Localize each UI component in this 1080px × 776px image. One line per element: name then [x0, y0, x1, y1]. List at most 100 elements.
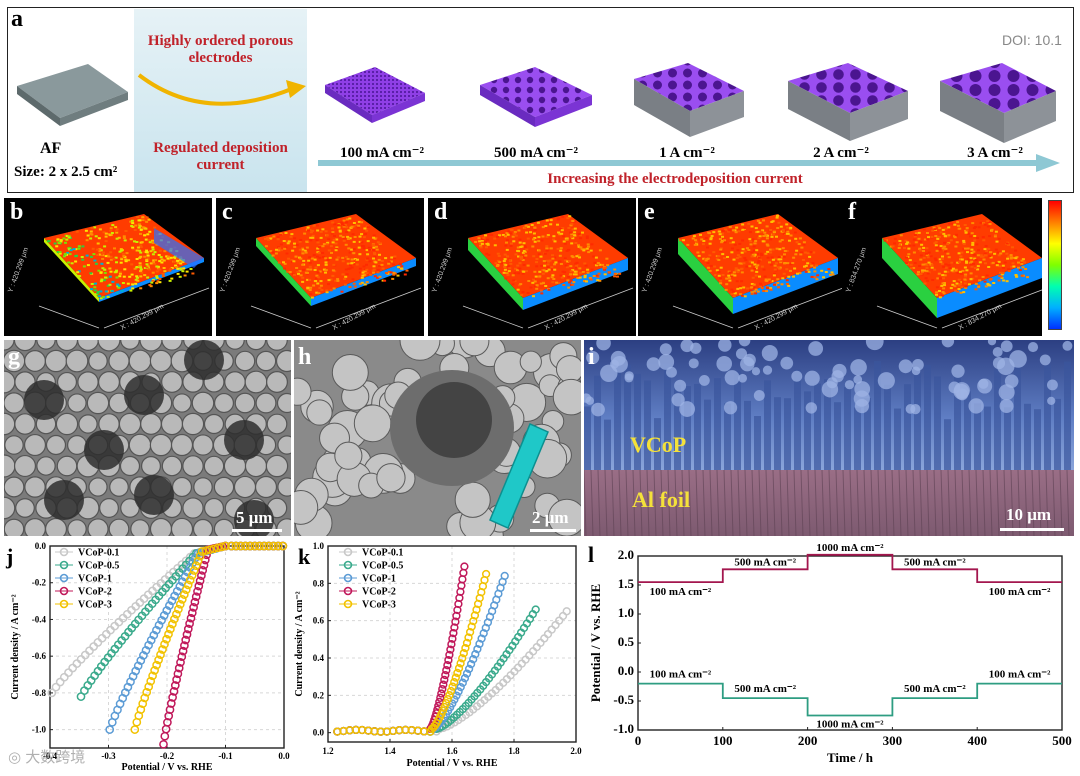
- data-point: [255, 541, 264, 551]
- al-foil-label: Al foil: [632, 487, 691, 512]
- series-vcop-1: [105, 541, 288, 734]
- data-point: [447, 640, 456, 649]
- data-point: [159, 611, 169, 620]
- data-point: [178, 646, 188, 656]
- data-point: [439, 680, 448, 689]
- data-point: [194, 581, 204, 591]
- x-tick-label: 1.4: [384, 746, 396, 756]
- heatmap-y-axis: Y : 420.299 μm: [7, 247, 30, 294]
- current-annotation-top: 500 mA cm⁻²: [904, 556, 966, 568]
- panel-label-b: b: [10, 199, 24, 225]
- data-point: [438, 684, 447, 694]
- data-point: [562, 607, 571, 616]
- x-tick-label: 0.0: [278, 751, 290, 761]
- data-point: [152, 660, 161, 670]
- x-tick-label: 1.8: [508, 746, 520, 756]
- data-point: [185, 619, 194, 628]
- panel-label-j: j: [5, 544, 13, 569]
- data-point: [59, 672, 69, 682]
- data-point: [440, 702, 449, 712]
- surface-d: Y : 420.299 μm X : 420.299 μm: [431, 214, 634, 332]
- legend-label-vcop-0.1: VCoP-0.1: [78, 548, 119, 559]
- data-point: [245, 541, 255, 551]
- data-point: [197, 571, 206, 580]
- data-point: [547, 625, 556, 634]
- scale-bar-line-g: [232, 529, 282, 532]
- x-tick-label: 0: [635, 733, 642, 748]
- data-point: [189, 566, 199, 575]
- data-point: [456, 682, 465, 692]
- x-tick-label: -0.4: [43, 751, 58, 761]
- chart-k: 1.2 1.4 1.6 1.8 2.0 0.0 0.2 0.4 0.6 0.8 1.0 Potenti…: [294, 541, 582, 769]
- x-tick-label: 400: [967, 733, 987, 748]
- x-axis-label: Potential / V vs. RHE: [121, 762, 212, 773]
- heatmap-y-axis: Y : 420.299 μm: [219, 247, 242, 294]
- data-point: [536, 638, 545, 647]
- scale-bar-h: 2 μm: [532, 508, 569, 527]
- y-axis-label: Current density / A cm⁻²: [10, 594, 21, 699]
- y-axis-label: Potential / V vs. RHE: [588, 584, 603, 702]
- data-point: [175, 582, 185, 591]
- series-her-line: [638, 682, 1062, 717]
- data-point: [190, 597, 200, 607]
- data-point: [105, 725, 115, 734]
- series-vcop-1: [333, 571, 509, 736]
- scale-bar-line-i: [1000, 528, 1064, 531]
- data-point: [250, 541, 260, 551]
- data-point: [227, 541, 236, 551]
- data-point: [195, 551, 205, 561]
- data-point: [181, 585, 191, 595]
- heatmap-panel-e: Y : 420.299 μm X : 420.299 μm e: [638, 198, 846, 336]
- data-point: [191, 561, 201, 571]
- data-point: [187, 570, 197, 580]
- data-point: [182, 630, 192, 639]
- heatmap-panel-c: Y : 420.299 μm X : 420.299 μm c: [216, 198, 424, 336]
- y-tick-label: 0.4: [313, 653, 325, 663]
- data-point: [445, 691, 454, 700]
- data-point: [170, 591, 179, 601]
- data-point: [441, 670, 450, 680]
- data-point: [448, 634, 457, 643]
- watermark-icon: ◎: [8, 749, 26, 766]
- substrate-size: Size: 2 x 2.5 cm²: [14, 164, 118, 180]
- band-top-text: Highly ordered porous electrodes: [147, 33, 294, 66]
- current-annotation-bottom: 500 mA cm⁻²: [734, 683, 796, 695]
- data-point: [177, 595, 187, 604]
- current-annotation-top: 100 mA cm⁻²: [650, 586, 712, 598]
- data-point: [152, 625, 161, 635]
- panel-label-g: g: [8, 344, 20, 370]
- heatmap-x-axis: X : 420.299 μm: [544, 303, 589, 332]
- data-point: [181, 635, 191, 645]
- chart-l: 0 100 200 300 400 500 2.0 1.5 1.0 0.5 0.0 -0.5 -1.0 T…: [588, 542, 1072, 765]
- scale-bar-g: 5 μm: [236, 508, 273, 527]
- data-point: [459, 649, 468, 658]
- data-point: [191, 592, 201, 602]
- x-tick-label: 1.2: [322, 746, 334, 756]
- y-tick-label: 1.5: [618, 576, 635, 591]
- data-point: [540, 634, 549, 643]
- increasing-arrow: [318, 154, 1060, 172]
- data-point: [154, 655, 163, 665]
- y-tick-label: 0.0: [35, 541, 47, 551]
- data-point: [454, 687, 463, 696]
- data-point: [440, 675, 449, 685]
- data-point: [481, 569, 491, 579]
- heatmap-panel-b: Y : 420.299 μm X : 420.299 μm b: [4, 198, 212, 336]
- data-point: [445, 650, 454, 660]
- data-point: [461, 643, 470, 653]
- data-point: [452, 611, 461, 621]
- y-tick-label: 0.0: [618, 663, 634, 678]
- data-point: [437, 689, 446, 698]
- data-point: [193, 587, 202, 596]
- height-colorbar: [1048, 200, 1062, 330]
- data-point: [170, 614, 179, 624]
- data-point: [213, 543, 223, 553]
- x-tick-label: 2.0: [570, 746, 582, 756]
- data-point: [160, 731, 170, 741]
- y-tick-label: 0.6: [313, 616, 325, 626]
- legend-label-vcop-1: VCoP-1: [362, 574, 396, 585]
- y-tick-label: -0.4: [32, 614, 47, 624]
- data-point: [142, 687, 152, 697]
- data-point: [543, 629, 553, 639]
- y-tick-label: -0.5: [613, 692, 634, 707]
